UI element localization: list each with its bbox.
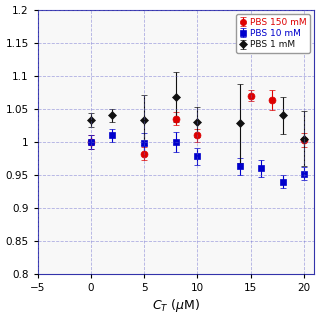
Legend: PBS 150 mM, PBS 10 mM, PBS 1 mM: PBS 150 mM, PBS 10 mM, PBS 1 mM <box>236 14 310 53</box>
X-axis label: $C_T$ ($\mu$M): $C_T$ ($\mu$M) <box>152 298 200 315</box>
